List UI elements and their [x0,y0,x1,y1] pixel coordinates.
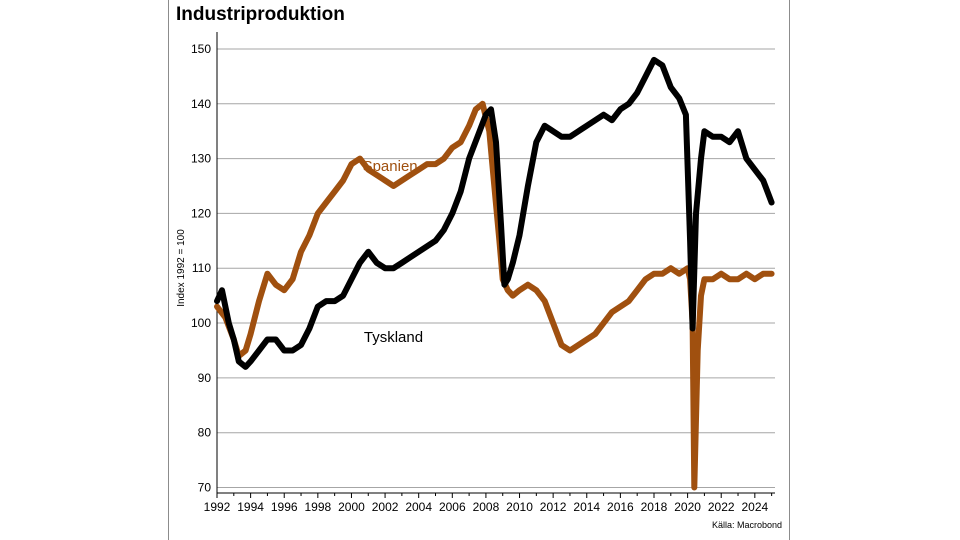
x-tick-label-2016: 2016 [607,500,634,514]
x-tick-label-1996: 1996 [271,500,298,514]
x-tick-label-1992: 1992 [204,500,231,514]
x-tick-label-2004: 2004 [405,500,432,514]
chart-title: Industriproduktion [176,4,345,25]
x-tick-label-2024: 2024 [741,500,768,514]
y-tick-label-100: 100 [191,316,211,330]
x-tick-label-2000: 2000 [338,500,365,514]
y-tick-label-90: 90 [198,371,212,385]
x-tick-label-1994: 1994 [237,500,264,514]
y-axis-label: Index 1992 = 100 [176,229,187,307]
source-note: Källa: Macrobond [711,520,782,530]
x-tick-label-1998: 1998 [304,500,331,514]
y-tick-label-110: 110 [192,261,211,275]
series-group [214,56,775,491]
y-tick-label-70: 70 [198,481,212,495]
y-tick-label-130: 130 [191,152,211,166]
annotation-spanien: Spanien [363,158,418,175]
annotations: Spanien Tyskland [363,158,423,346]
x-axis: 1992 1994 1996 1998 2000 2002 2004 2006 2008 2010… [204,492,775,514]
x-tick-label-2012: 2012 [540,500,567,514]
x-tick-label-2002: 2002 [372,500,399,514]
annotation-tyskland: Tyskland [364,329,423,346]
x-tick-label-2006: 2006 [439,500,466,514]
series-line-tyskland [214,56,775,370]
y-axis: 70 80 90 100 110 120 130 140 150 [191,32,218,495]
x-tick-label-2022: 2022 [708,500,735,514]
x-tick-label-2010: 2010 [506,500,533,514]
y-tick-label-80: 80 [198,426,212,440]
x-tick-label-2018: 2018 [641,500,668,514]
x-tick-label-2020: 2020 [674,500,701,514]
chart-frame [168,0,790,540]
y-tick-label-140: 140 [191,97,211,111]
x-tick-label-2008: 2008 [473,500,500,514]
x-tick-label-2014: 2014 [573,500,600,514]
y-tick-label-150: 150 [191,42,211,56]
y-tick-label-120: 120 [191,206,211,220]
